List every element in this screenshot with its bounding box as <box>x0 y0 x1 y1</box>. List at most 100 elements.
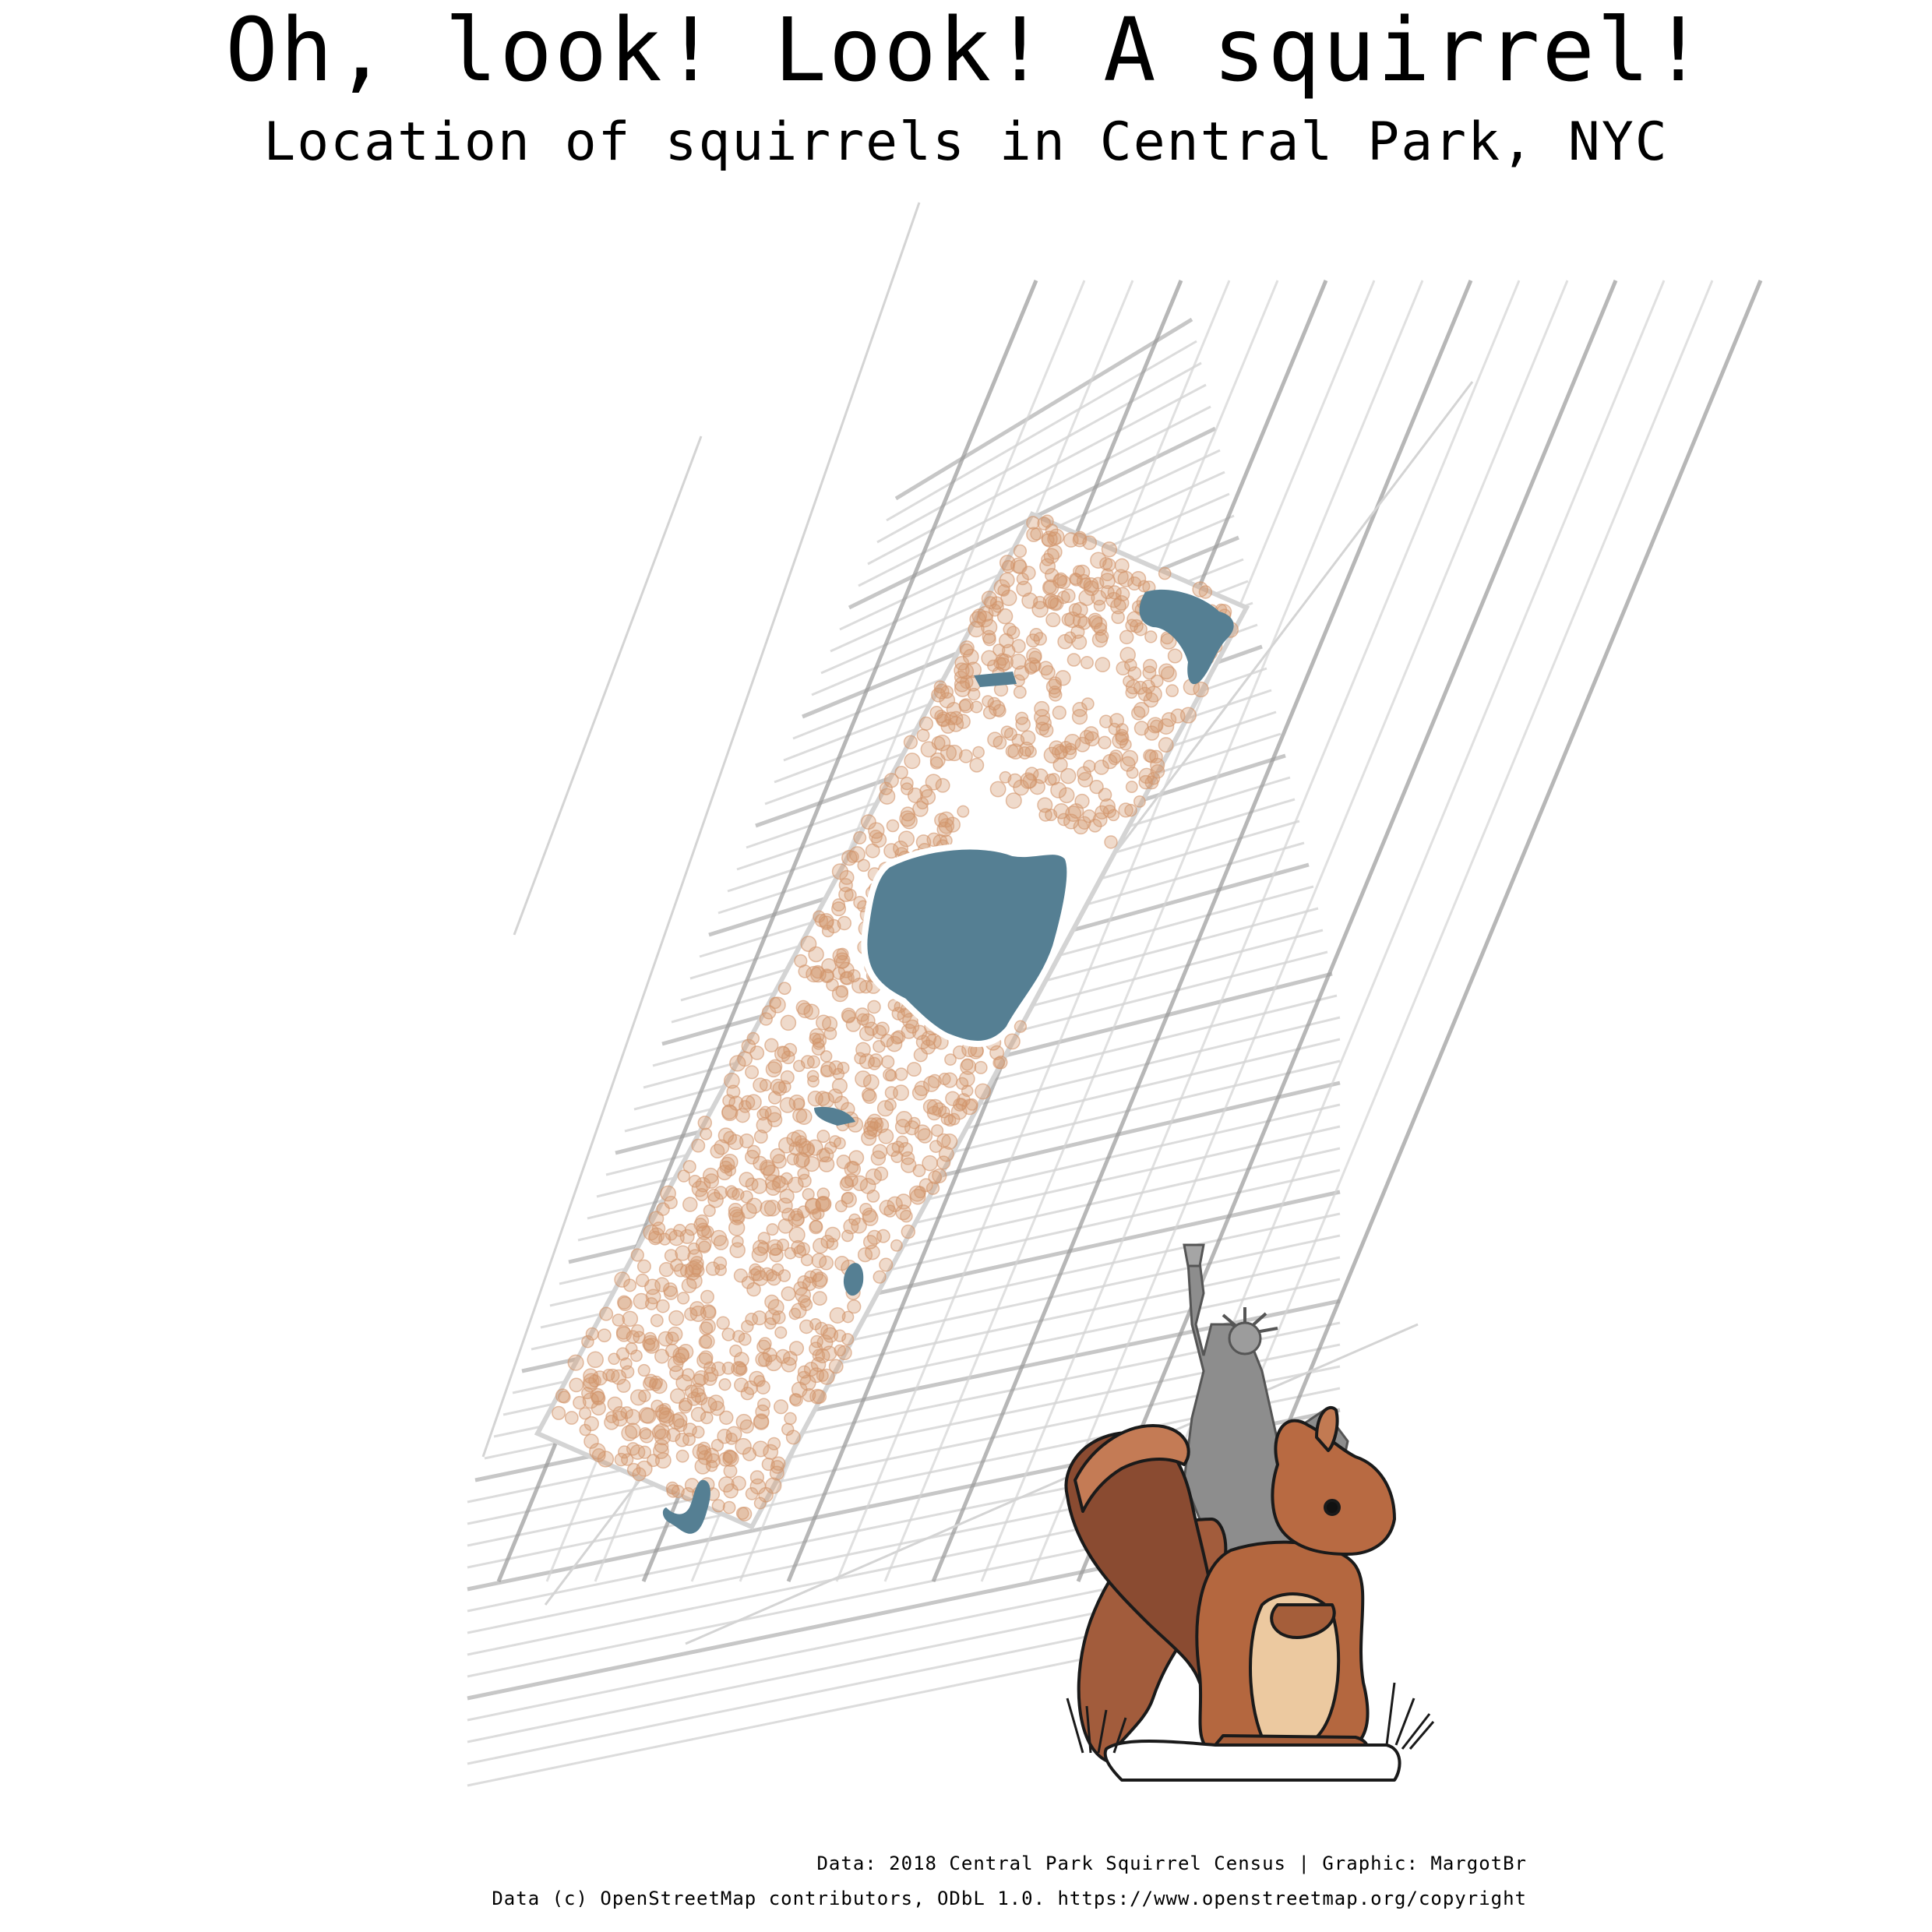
avenue <box>980 280 1521 1582</box>
squirrel-sighting-point <box>767 1299 784 1316</box>
squirrel-sighting-point <box>1065 806 1082 822</box>
squirrel-sighting-point <box>723 1130 738 1145</box>
squirrel-sighting-point <box>1021 592 1038 609</box>
squirrel-sighting-point <box>1045 612 1061 628</box>
squirrel-sighting-point <box>884 1086 898 1100</box>
squirrel-sighting-point <box>724 1185 738 1198</box>
squirrel-sighting-point <box>1131 706 1146 721</box>
squirrel-sighting-point <box>819 915 834 930</box>
squirrel-sighting-point <box>741 1038 756 1054</box>
squirrel-sighting-point <box>650 1399 664 1413</box>
avenue <box>1221 280 1763 1582</box>
squirrel-sighting-point <box>1081 697 1095 710</box>
squirrel-sighting-point <box>724 1072 740 1089</box>
squirrel-sighting-point <box>932 1102 947 1117</box>
squirrel-sighting-point <box>1029 628 1043 642</box>
squirrel-sighting-point <box>567 1354 584 1371</box>
squirrel-sighting-point <box>1118 802 1133 818</box>
squirrel-sighting-point <box>690 1406 707 1423</box>
squirrel-sighting-point <box>841 1333 855 1346</box>
squirrel-sighting-point <box>694 1392 708 1405</box>
squirrel-sighting-point <box>938 818 955 834</box>
squirrel-sighting-point <box>1053 802 1070 820</box>
squirrel-sighting-point <box>890 1150 904 1163</box>
squirrel-sighting-point <box>682 1423 697 1437</box>
squirrel-sighting-point <box>838 887 854 902</box>
squirrel-sighting-point <box>735 1437 752 1455</box>
squirrel-sighting-point <box>1049 688 1063 702</box>
squirrel-sighting-point <box>597 1451 615 1468</box>
squirrel-sighting-point <box>1037 797 1053 813</box>
squirrel-sighting-point <box>847 969 861 983</box>
squirrel-sighting-point <box>697 1240 711 1253</box>
squirrel-sighting-point <box>1005 744 1019 758</box>
squirrel-sighting-point <box>938 1146 954 1162</box>
squirrel-sighting-point <box>658 1331 674 1347</box>
squirrel-sighting-point <box>648 1231 663 1246</box>
squirrel-sighting-point <box>781 1050 795 1065</box>
squirrel-sighting-point <box>1121 749 1139 767</box>
squirrel-sighting-point <box>743 1380 759 1395</box>
squirrel-sighting-point <box>624 1408 641 1426</box>
squirrel-sighting-point <box>1193 681 1209 698</box>
squirrel-sighting-point <box>1114 558 1130 573</box>
squirrel-sighting-point <box>787 1176 804 1193</box>
squirrel-sighting-point <box>797 1002 813 1019</box>
cross-street <box>858 405 1211 587</box>
squirrel-sighting-point <box>770 1456 786 1471</box>
squirrel-sighting-point <box>1063 631 1077 644</box>
squirrel-sighting-point <box>1058 787 1075 804</box>
squirrel-sighting-point <box>972 746 985 759</box>
squirrel-sighting-point <box>1165 684 1179 697</box>
squirrel-sighting-point <box>833 1329 847 1342</box>
squirrel-sighting-point <box>940 685 954 699</box>
cross-street <box>467 1321 1341 1504</box>
squirrel-sighting-point <box>1119 629 1134 645</box>
squirrel-sighting-point <box>809 1032 822 1045</box>
squirrel-sighting-point <box>588 1374 602 1387</box>
squirrel-sighting-point <box>629 1389 647 1406</box>
squirrel-sighting-point <box>760 1200 777 1217</box>
water-bodies <box>662 589 1234 1534</box>
squirrel-sighting-point <box>753 1130 768 1144</box>
squirrel-sighting-point <box>1143 749 1157 763</box>
squirrel-sighting-point <box>831 901 847 917</box>
squirrel-sighting-point <box>981 591 998 607</box>
squirrel-sighting-point <box>940 719 956 734</box>
squirrel-sighting-point <box>1115 728 1129 743</box>
squirrel-sighting-point <box>682 1197 698 1212</box>
squirrel-sighting-point <box>700 1334 715 1349</box>
squirrel-sighting-point <box>1024 657 1041 674</box>
squirrel-sighting-point <box>816 1369 829 1382</box>
squirrel-sighting-point <box>1003 727 1017 741</box>
squirrel-sighting-point <box>954 656 970 671</box>
squirrel-sighting-point <box>764 1309 781 1326</box>
squirrel-sighting-point <box>721 1327 735 1341</box>
squirrel-sighting-point <box>591 1400 606 1416</box>
squirrel-sighting-point <box>992 735 1007 750</box>
squirrel-sighting-point <box>1059 767 1077 784</box>
squirrel-sighting-point <box>886 819 900 833</box>
squirrel-sighting-point <box>1052 705 1066 720</box>
squirrel-sighting-point <box>1004 1033 1021 1050</box>
squirrel-sighting-point <box>992 643 1006 657</box>
squirrel-sighting-point <box>925 1181 940 1195</box>
squirrel-sighting-point <box>1015 711 1029 725</box>
squirrel-sighting-point <box>851 1217 867 1234</box>
squirrel-sighting-point <box>1028 650 1042 665</box>
squirrel-sighting-point <box>1150 674 1164 688</box>
squirrel-sighting-point <box>901 1151 915 1165</box>
squirrel-sighting-point <box>1158 566 1172 580</box>
squirrel-sighting-point <box>869 1117 884 1132</box>
squirrel-sighting-point <box>552 1405 566 1420</box>
squirrel-sighting-point <box>795 999 811 1015</box>
squirrel-sighting-point <box>993 1056 1008 1070</box>
squirrel-sighting-point <box>710 1144 725 1159</box>
squirrel-sighting-point <box>759 1012 773 1026</box>
squirrel-sighting-point <box>650 1313 664 1327</box>
squirrel-sighting-point <box>773 1399 789 1415</box>
squirrel-sighting-point <box>1150 757 1165 773</box>
squirrel-sighting-point <box>682 1160 696 1174</box>
squirrel-sighting-point <box>675 1433 689 1447</box>
squirrel-sighting-point <box>1071 708 1088 725</box>
